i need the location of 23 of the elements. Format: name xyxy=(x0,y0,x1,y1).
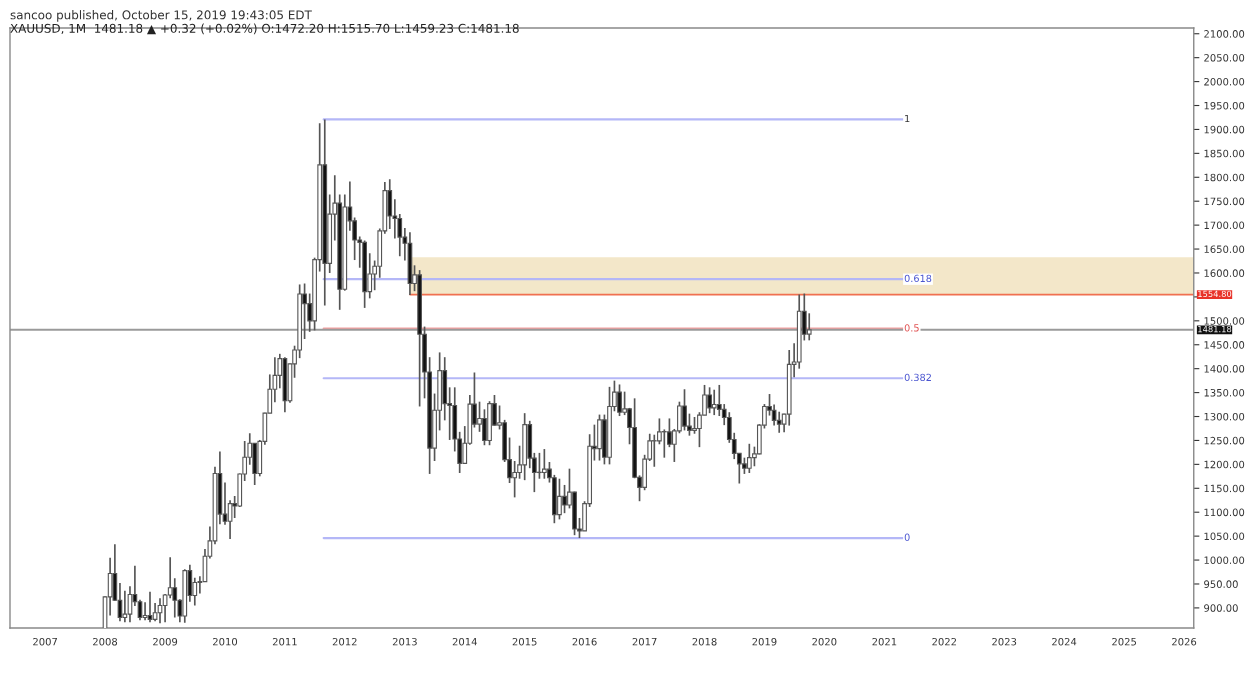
candlestick xyxy=(537,452,542,480)
candlestick xyxy=(716,384,722,417)
candlestick xyxy=(407,231,413,296)
candlestick xyxy=(562,484,567,515)
candlestick xyxy=(487,400,492,447)
candlestick xyxy=(682,388,687,432)
candlestick xyxy=(147,590,153,624)
candlestick xyxy=(557,477,562,521)
candlestick xyxy=(122,589,128,624)
candlestick xyxy=(482,408,487,447)
candlestick xyxy=(477,400,482,433)
candlestick xyxy=(651,433,657,468)
candlestick xyxy=(597,413,602,462)
candlestick xyxy=(746,442,752,474)
candlestick xyxy=(707,386,712,415)
candlestick xyxy=(776,410,782,434)
candlestick xyxy=(182,568,188,624)
candlestick xyxy=(602,413,607,466)
candlestick xyxy=(617,383,622,417)
candlestick xyxy=(282,356,288,414)
candlestick xyxy=(522,412,528,481)
candlestick xyxy=(711,388,717,416)
candlestick xyxy=(541,448,547,480)
